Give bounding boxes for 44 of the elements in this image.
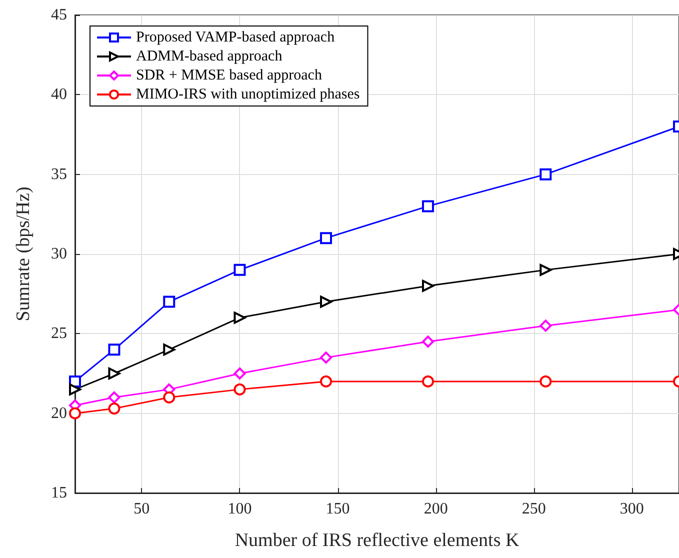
- x-tick-label: 250: [522, 500, 546, 518]
- point: [320, 352, 332, 364]
- point: [234, 383, 246, 396]
- y-tick-label: 20: [51, 404, 67, 422]
- point: [163, 391, 176, 404]
- y-tick-label: 40: [51, 86, 67, 104]
- point: [108, 344, 120, 356]
- point: [320, 375, 332, 388]
- x-axis-title: Number of IRS reflective elements K: [234, 530, 520, 551]
- y-axis-title: Sumrate (bps/Hz): [13, 186, 34, 322]
- x-tick-label: 50: [134, 500, 150, 518]
- point: [422, 336, 434, 348]
- point: [69, 407, 81, 420]
- legend-label: ADMM-based approach: [136, 48, 283, 64]
- point: [163, 296, 176, 308]
- legend-label: Proposed VAMP-based approach: [136, 30, 336, 46]
- point: [234, 368, 246, 380]
- x-tick-label: 150: [326, 500, 350, 518]
- y-tick-label: 15: [51, 484, 67, 502]
- point: [540, 375, 552, 388]
- point: [320, 296, 332, 308]
- point: [108, 402, 120, 415]
- x-tick-label: 300: [620, 500, 644, 518]
- y-tick-label: 25: [51, 325, 67, 342]
- point: [422, 375, 434, 388]
- point: [540, 168, 552, 180]
- point: [69, 383, 81, 396]
- point: [422, 280, 434, 292]
- point: [540, 264, 552, 276]
- point: [163, 344, 176, 356]
- point: [108, 391, 120, 404]
- point: [320, 232, 332, 244]
- point: [108, 368, 120, 380]
- y-tick-label: 35: [51, 166, 67, 183]
- x-tick-label: 100: [228, 500, 252, 518]
- legend-label: MIMO-IRS with unoptimized phases: [136, 86, 360, 102]
- point: [540, 320, 552, 332]
- point: [234, 264, 246, 276]
- x-tick-label: 200: [424, 500, 448, 518]
- legend-label: SDR + MMSE based approach: [136, 68, 322, 84]
- y-tick-label: 30: [51, 246, 67, 262]
- y-tick-label: 45: [51, 6, 67, 24]
- point: [234, 312, 246, 324]
- point: [422, 200, 434, 212]
